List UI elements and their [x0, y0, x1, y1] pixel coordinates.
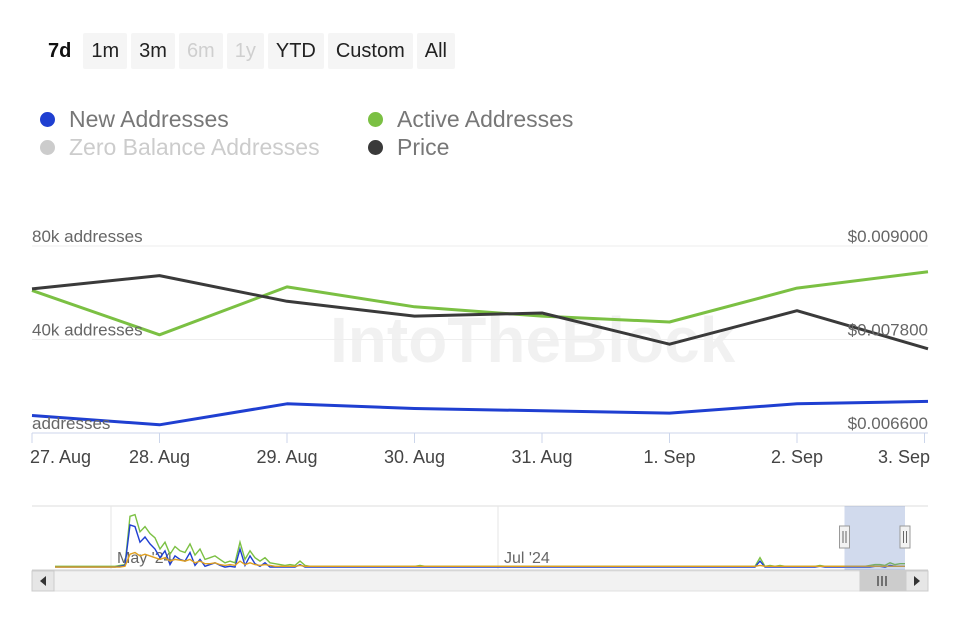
- arrow-left-icon: [40, 576, 46, 586]
- legend-item-price[interactable]: Price: [368, 134, 449, 161]
- x-axis-tick-label: 27. Aug: [30, 447, 91, 467]
- navigator-series-price: [55, 551, 905, 568]
- scrollbar-thumb[interactable]: [859, 570, 907, 592]
- range-button-7d[interactable]: 7d: [48, 39, 72, 62]
- left-axis: 80k addresses 40k addresses addresses: [32, 227, 143, 433]
- x-axis-tick-label: 31. Aug: [511, 447, 572, 467]
- range-button-1y: 1y: [226, 33, 264, 69]
- range-button-6m: 6m: [178, 33, 223, 69]
- navigator-selected-range[interactable]: [844, 506, 906, 570]
- range-button-1m[interactable]: 1m: [83, 33, 128, 69]
- x-axis-tick-label: 28. Aug: [129, 447, 190, 467]
- navigator-series-active-addresses: [55, 513, 905, 568]
- left-axis-tick-label: 40k addresses: [32, 321, 143, 340]
- left-axis-tick-label: 80k addresses: [32, 227, 143, 246]
- range-selector: 7d 1m 3m 6m 1y YTD Custom All: [40, 33, 455, 69]
- x-axis-tick-label: 3. Sep: [878, 447, 930, 467]
- navigator-handle[interactable]: [899, 525, 911, 549]
- legend-label: New Addresses: [69, 106, 229, 132]
- scroll-right-button[interactable]: [905, 570, 929, 592]
- legend-item-new-addresses[interactable]: New Addresses: [40, 106, 229, 133]
- x-axis-tick-label: 1. Sep: [643, 447, 695, 467]
- x-axis-tick-label: 30. Aug: [384, 447, 445, 467]
- legend-marker-icon: [40, 140, 55, 155]
- series-lines: [31, 270, 929, 427]
- grid-lines: [32, 245, 928, 434]
- navigator-date-label: May '24: [117, 550, 173, 567]
- legend-item-zero-balance-addresses[interactable]: Zero Balance Addresses: [40, 134, 320, 161]
- legend-item-active-addresses[interactable]: Active Addresses: [368, 106, 573, 133]
- range-button-ytd[interactable]: YTD: [267, 33, 324, 69]
- right-axis-tick-label: $0.006600: [848, 414, 928, 433]
- arrow-right-icon: [914, 576, 920, 586]
- left-axis-tick-label: addresses: [32, 414, 110, 433]
- series-line-price[interactable]: [31, 274, 929, 351]
- navigator-series-new-addresses: [55, 523, 905, 568]
- legend-label: Active Addresses: [397, 106, 574, 132]
- series-line-new-addresses[interactable]: [31, 399, 929, 427]
- scroll-left-button[interactable]: [31, 570, 55, 592]
- right-axis-tick-label: $0.007800: [848, 321, 928, 340]
- navigator-date-label: Jul '24: [504, 550, 550, 567]
- legend-marker-icon: [40, 112, 55, 127]
- right-axis-tick-label: $0.009000: [848, 227, 928, 246]
- range-button-custom[interactable]: Custom: [327, 33, 413, 69]
- legend-label: Zero Balance Addresses: [69, 134, 320, 160]
- range-button-all[interactable]: All: [416, 33, 455, 69]
- navigator-handle[interactable]: [839, 525, 850, 549]
- legend-label: Price: [397, 134, 450, 160]
- x-axis: 27. Aug 28. Aug 29. Aug 30. Aug 31. Aug 1. Se…: [30, 433, 930, 467]
- right-axis: $0.009000 $0.007800 $0.006600: [848, 227, 928, 433]
- x-axis-tick-label: 2. Sep: [771, 447, 823, 467]
- legend-marker-icon: [368, 112, 383, 127]
- range-button-3m[interactable]: 3m: [131, 33, 175, 69]
- series-line-active-addresses[interactable]: [31, 270, 929, 337]
- x-axis-tick-label: 29. Aug: [256, 447, 317, 467]
- scrollbar-track[interactable]: [31, 570, 929, 592]
- legend-marker-icon: [368, 140, 383, 155]
